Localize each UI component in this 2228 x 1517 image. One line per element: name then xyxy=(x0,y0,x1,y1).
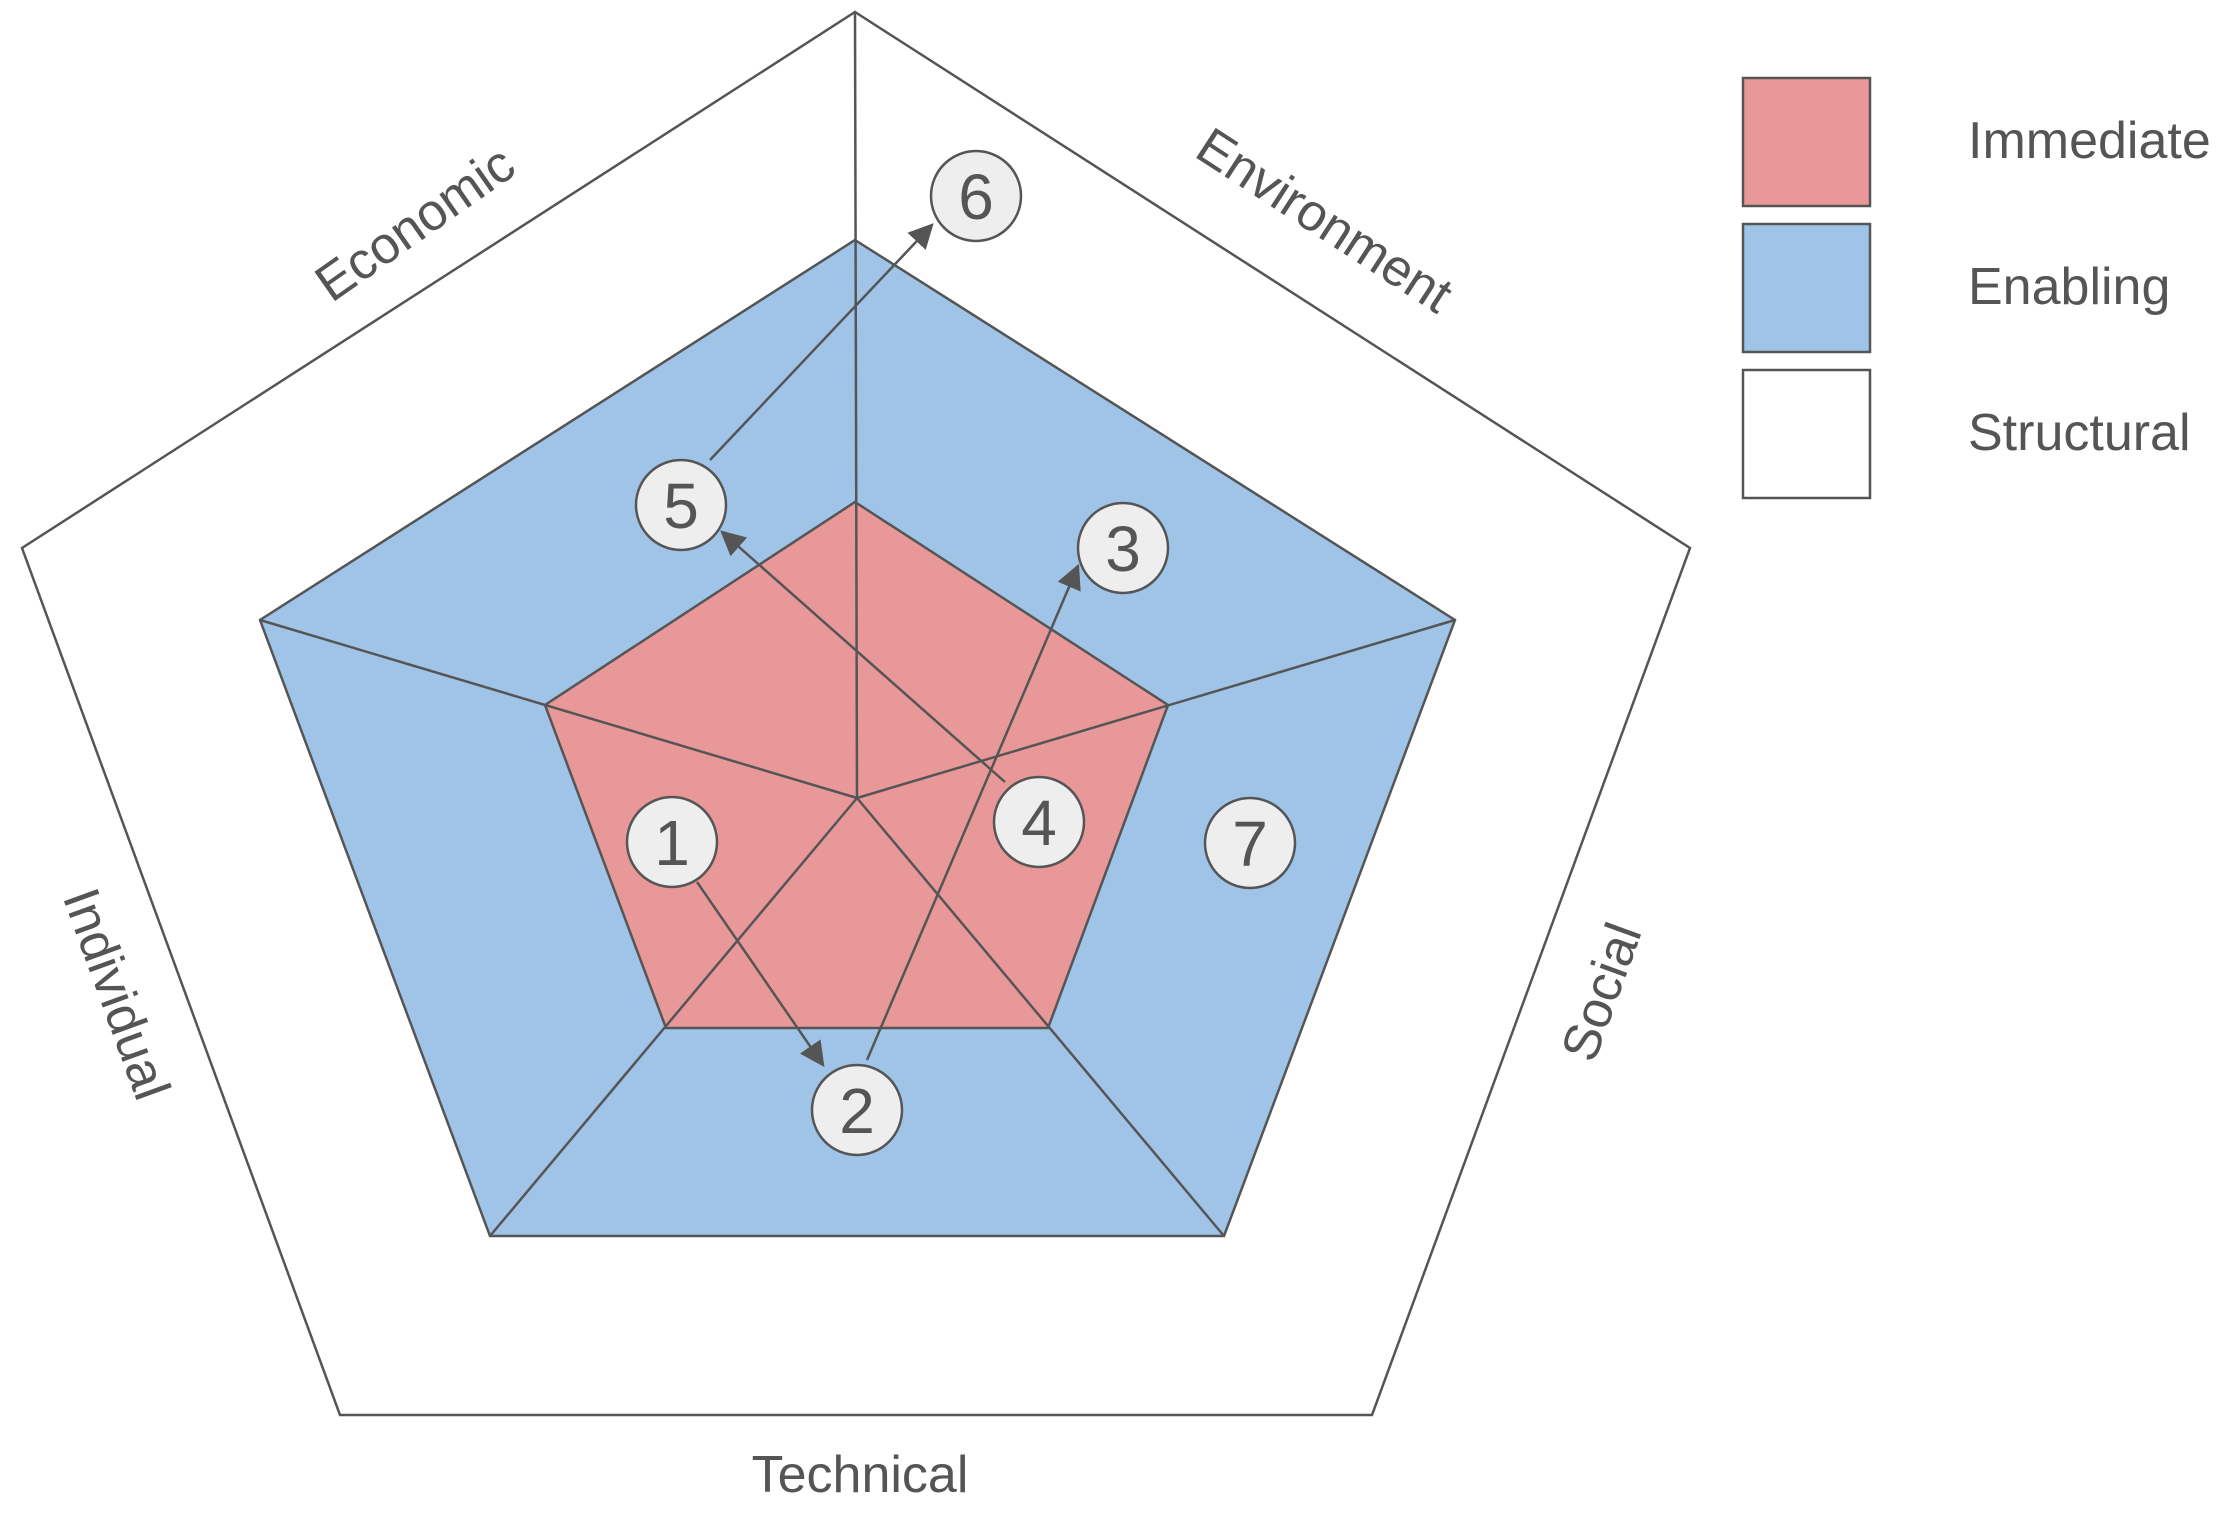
node-3: 3 xyxy=(1076,501,1170,595)
spoke-individual xyxy=(489,797,858,1237)
node-label-1: 1 xyxy=(654,807,690,879)
edge-1-to-2 xyxy=(695,881,825,1068)
edge-5-to-6 xyxy=(709,223,934,461)
spokes xyxy=(259,11,1456,1237)
node-4: 4 xyxy=(992,775,1086,869)
legend-swatch-structural xyxy=(1741,368,1872,500)
axis-label-social: Social xyxy=(1551,916,1654,1069)
legend-item-structural: Structural xyxy=(1741,368,2191,500)
node-label-7: 7 xyxy=(1232,808,1268,880)
legend: Immediate Enabling Structural xyxy=(1741,76,2211,500)
node-6: 6 xyxy=(929,149,1023,243)
node-label-4: 4 xyxy=(1021,787,1057,859)
legend-swatch-enabling xyxy=(1741,222,1872,354)
legend-swatch-immediate xyxy=(1741,76,1872,208)
spoke-social xyxy=(856,618,1456,800)
node-2: 2 xyxy=(810,1063,904,1157)
nodes: 1 2 3 4 5 6 7 xyxy=(625,149,1297,1157)
node-label-6: 6 xyxy=(958,161,994,233)
legend-item-enabling: Enabling xyxy=(1741,222,2170,354)
node-7: 7 xyxy=(1203,796,1297,890)
edge-4-to-5 xyxy=(720,530,1006,783)
edges xyxy=(695,223,1081,1068)
spoke-environment xyxy=(853,11,859,799)
legend-item-immediate: Immediate xyxy=(1741,76,2211,208)
node-label-3: 3 xyxy=(1105,513,1141,585)
node-label-5: 5 xyxy=(663,470,699,542)
node-5: 5 xyxy=(634,458,728,552)
node-1: 1 xyxy=(625,795,719,889)
axis-label-technical: Technical xyxy=(752,1446,969,1504)
legend-label-enabling: Enabling xyxy=(1968,258,2170,316)
spoke-technical xyxy=(856,797,1225,1237)
legend-label-immediate: Immediate xyxy=(1968,112,2211,170)
spoke-economic xyxy=(259,618,858,800)
edge-2-to-3 xyxy=(865,563,1081,1061)
legend-label-structural: Structural xyxy=(1968,404,2191,462)
node-label-2: 2 xyxy=(839,1075,875,1147)
